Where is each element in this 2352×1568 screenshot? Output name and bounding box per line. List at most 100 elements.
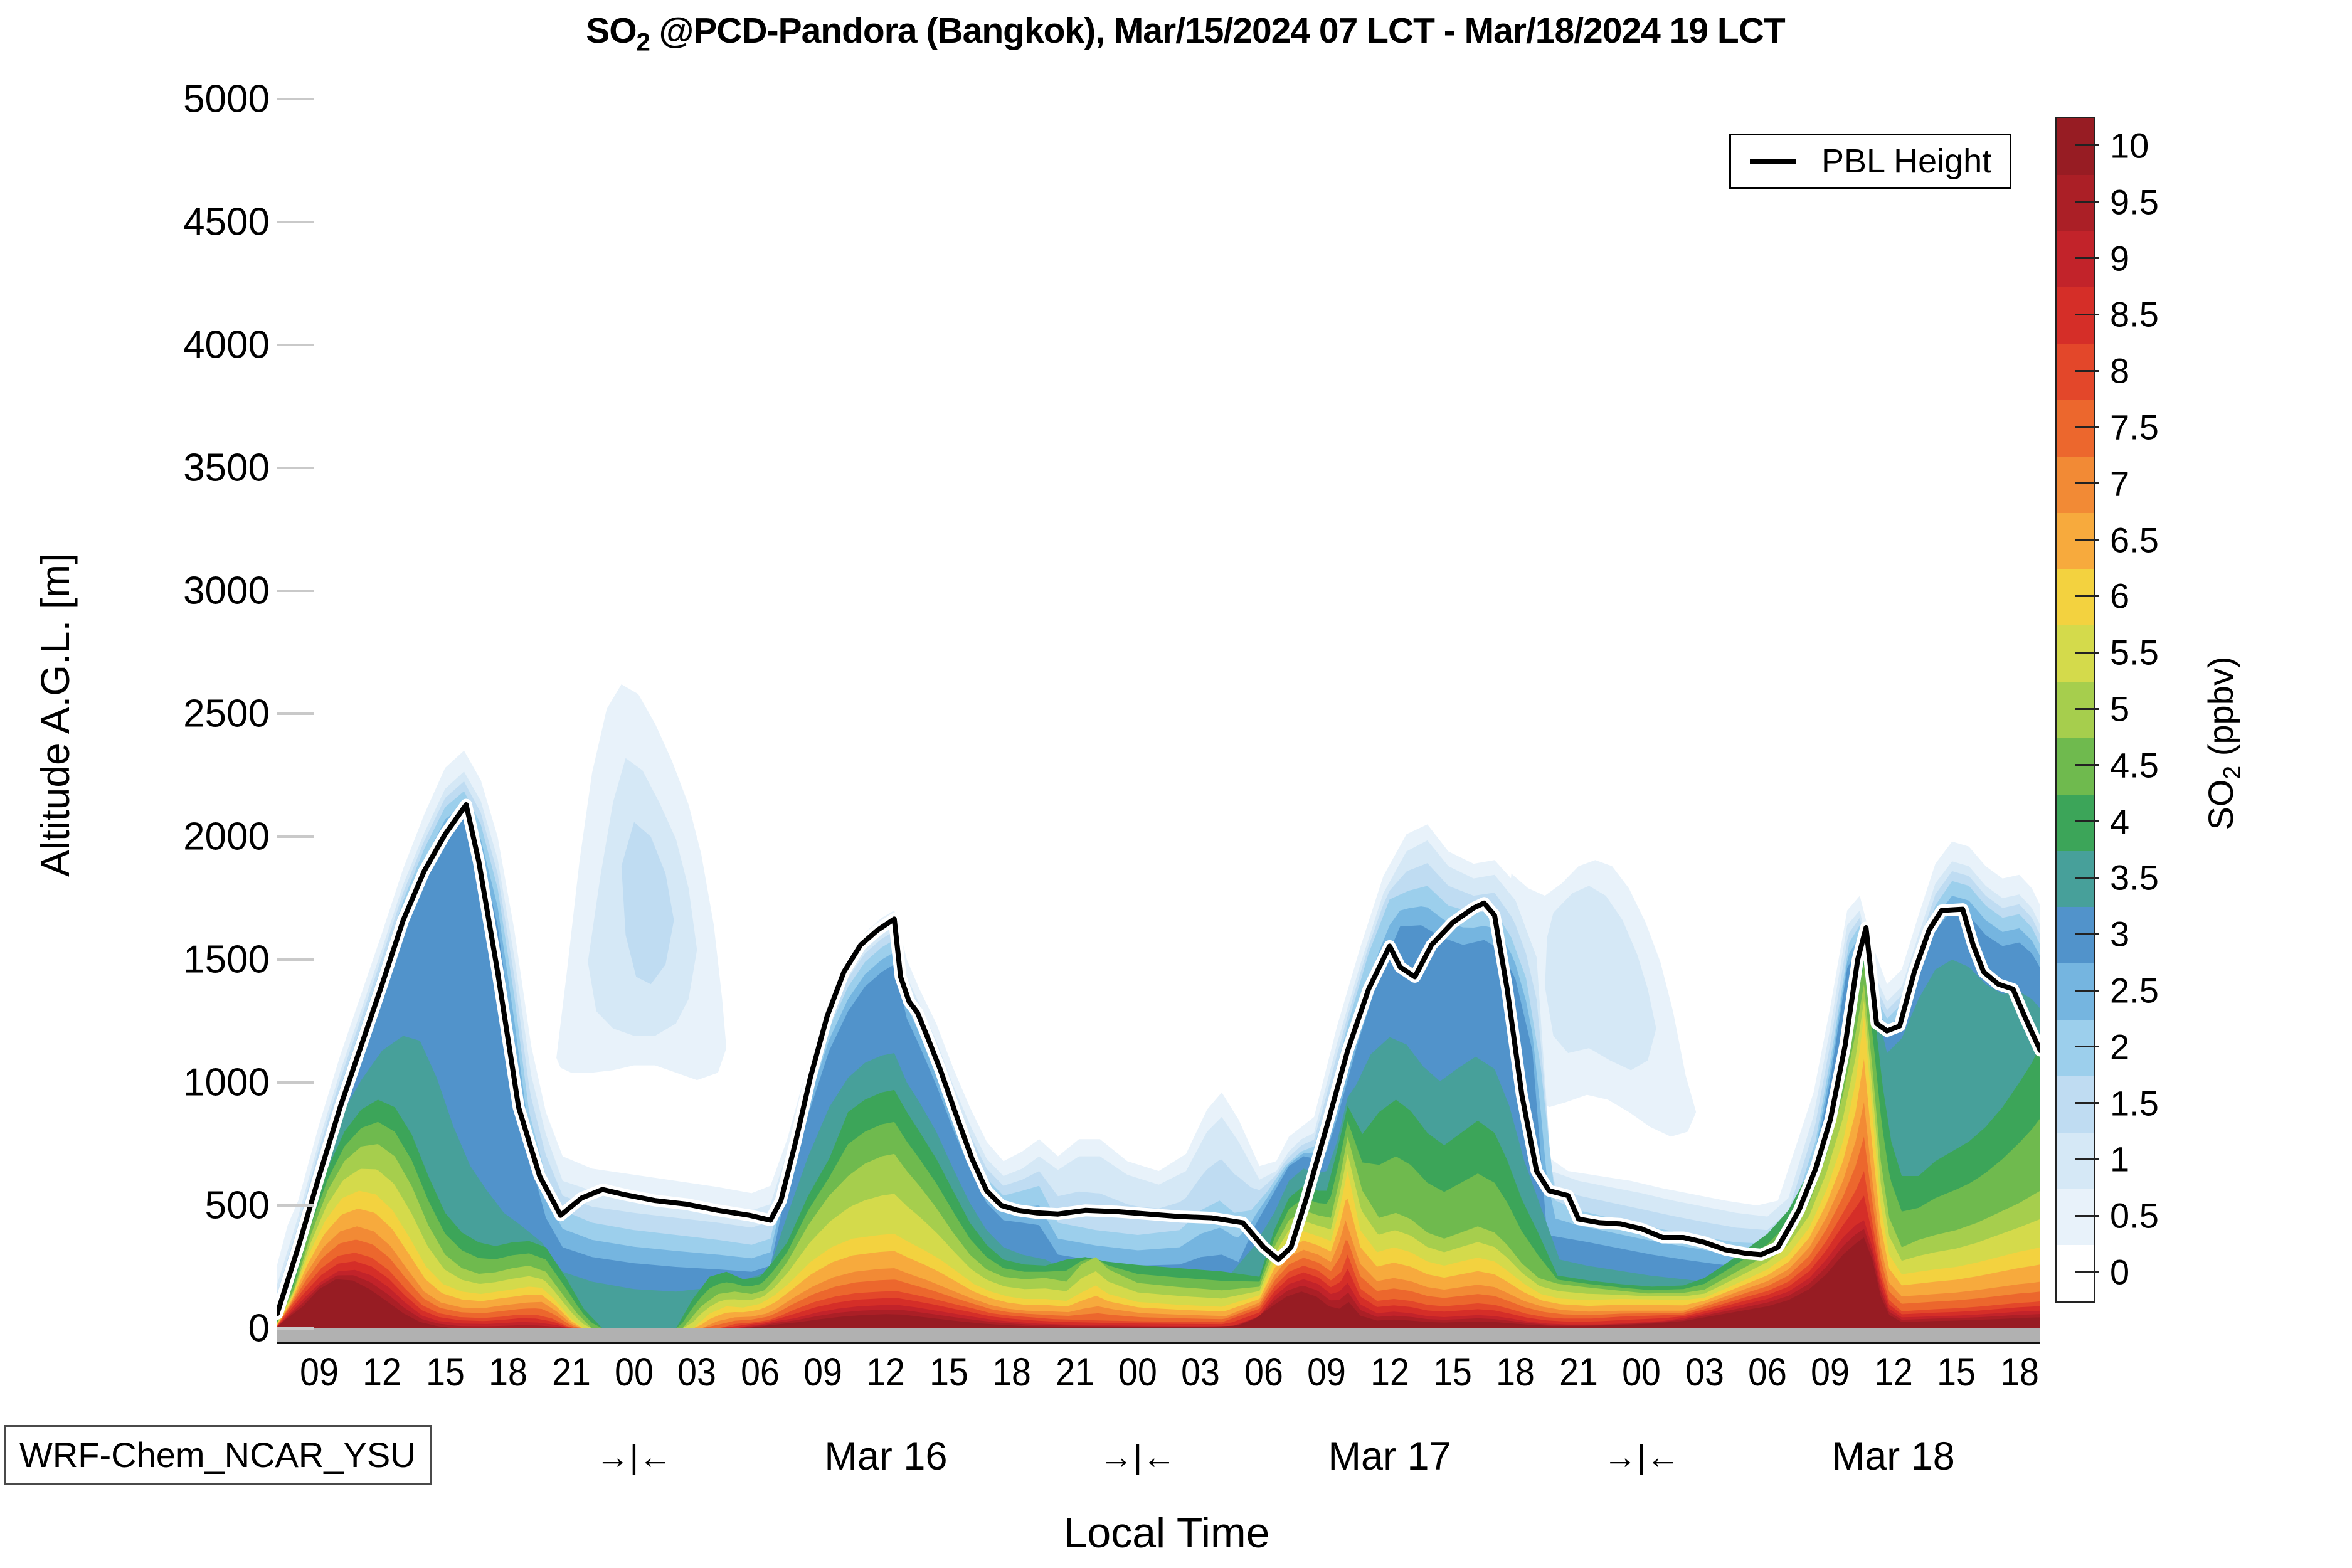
colorbar-tick-label: 1.5 (2110, 1083, 2159, 1123)
colorbar-tick-mark (2075, 933, 2099, 935)
colorbar-tick-label: 6.5 (2110, 520, 2159, 560)
colorbar-block (2057, 794, 2094, 851)
x-tick-label: 06 (1244, 1350, 1283, 1394)
colorbar-tick-mark (2075, 1046, 2099, 1048)
y-tick-label: 2500 (183, 692, 270, 736)
colorbar-label-so2: SO (2200, 779, 2240, 830)
colorbar-tick-mark (2075, 313, 2099, 315)
y-tick-mark (277, 467, 314, 469)
x-tick-label: 12 (866, 1350, 906, 1394)
colorbar-tick-label: 7 (2110, 464, 2130, 504)
contour-plot-area (277, 99, 2040, 1328)
legend-pbl-label: PBL Height (1821, 142, 1992, 180)
colorbar-tick-mark (2075, 595, 2099, 597)
colorbar-tick-mark (2075, 369, 2099, 372)
y-tick-mark (277, 221, 314, 223)
colorbar-block (2057, 456, 2094, 513)
colorbar-tick-label: 1 (2110, 1139, 2130, 1179)
colorbar-block (2057, 174, 2094, 231)
chart-title-rest: @PCD-Pandora (Bangkok), Mar/15/2024 07 L… (649, 11, 1786, 51)
colorbar-tick-label: 2 (2110, 1027, 2130, 1067)
colorbar-block (2057, 1076, 2094, 1133)
colorbar-tick-label: 10 (2110, 125, 2149, 166)
colorbar-block (2057, 568, 2094, 626)
colorbar-block (2057, 963, 2094, 1020)
y-tick-label: 5000 (183, 77, 270, 121)
y-tick-mark (277, 835, 314, 838)
colorbar-block (2057, 681, 2094, 738)
colorbar-block (2057, 1131, 2094, 1189)
colorbar-tick-label: 9.5 (2110, 182, 2159, 222)
colorbar-tick-mark (2075, 876, 2099, 879)
x-tick-label: 18 (2000, 1350, 2039, 1394)
y-tick-mark (277, 1327, 314, 1330)
colorbar-tick-label: 7.5 (2110, 407, 2159, 447)
colorbar-tick-label: 5 (2110, 689, 2130, 729)
contour-svg (277, 684, 2040, 1328)
colorbar-tick-mark (2075, 144, 2099, 147)
x-tick-label: 00 (1622, 1350, 1661, 1394)
y-tick-mark (277, 958, 314, 961)
x-tick-label: 09 (1811, 1350, 1850, 1394)
day-label: Mar 18 (1831, 1434, 1955, 1478)
y-tick-mark (277, 344, 314, 346)
x-tick-label: 03 (1685, 1350, 1724, 1394)
colorbar-tick-label: 6 (2110, 576, 2130, 616)
x-tick-label: 15 (425, 1350, 465, 1394)
x-tick-label: 18 (489, 1350, 527, 1394)
colorbar-block (2057, 400, 2094, 457)
colorbar-tick-label: 3 (2110, 914, 2130, 954)
y-tick-label: 1000 (183, 1061, 270, 1104)
colorbar-axis-label: SO2 (ppbv) (2200, 656, 2247, 830)
x-tick-label: 09 (803, 1350, 842, 1394)
colorbar-block (2057, 1244, 2094, 1301)
y-tick-label: 0 (248, 1306, 270, 1350)
x-tick-label: 00 (1118, 1350, 1157, 1394)
colorbar-tick-label: 2.5 (2110, 970, 2159, 1010)
colorbar-tick-mark (2075, 820, 2099, 823)
y-tick-mark (277, 1081, 314, 1084)
ground-strip (277, 1328, 2040, 1342)
x-tick-label: 12 (1873, 1350, 1913, 1394)
midnight-divider-marker: →|← (1603, 1438, 1680, 1476)
colorbar-tick-label: 0 (2110, 1252, 2130, 1292)
colorbar-block (2057, 1188, 2094, 1246)
y-tick-mark (277, 590, 314, 592)
contour-band (277, 771, 2040, 1328)
colorbar-block (2057, 512, 2094, 569)
x-tick-label: 09 (300, 1350, 339, 1394)
colorbar-label-sub2: 2 (2219, 765, 2247, 780)
residual-layer-blob (621, 822, 674, 985)
day-label: Mar 16 (824, 1434, 948, 1478)
day-label: Mar 17 (1328, 1434, 1451, 1478)
colorbar-label-unit: (ppbv) (2200, 656, 2240, 766)
colorbar-block (2057, 1019, 2094, 1076)
x-tick-label: 03 (677, 1350, 717, 1394)
y-tick-label: 500 (204, 1184, 270, 1227)
y-tick-mark (277, 712, 314, 715)
x-tick-label: 21 (1559, 1350, 1598, 1394)
colorbar-tick-mark (2075, 257, 2099, 260)
y-tick-label: 3000 (183, 569, 270, 613)
colorbar-block (2057, 738, 2094, 795)
chart-title: SO2 @PCD-Pandora (Bangkok), Mar/15/2024 … (586, 10, 1786, 56)
colorbar-tick-label: 9 (2110, 238, 2130, 278)
legend-box: PBL Height (1729, 134, 2011, 189)
x-tick-label: 00 (615, 1350, 654, 1394)
colorbar-tick-mark (2075, 1102, 2099, 1104)
y-tick-label: 3500 (183, 446, 270, 490)
colorbar-tick-mark (2075, 426, 2099, 428)
colorbar-tick-label: 0.5 (2110, 1195, 2159, 1236)
model-label-box: WRF-Chem_NCAR_YSU (4, 1425, 432, 1485)
colorbar-tick-label: 3.5 (2110, 857, 2159, 898)
x-tick-label: 12 (363, 1350, 402, 1394)
colorbar-tick-mark (2075, 482, 2099, 485)
midnight-divider-marker: →|← (1099, 1438, 1177, 1476)
x-tick-label: 12 (1370, 1350, 1409, 1394)
y-axis-title: Altitude A.G.L. [m] (33, 553, 78, 877)
colorbar-tick-mark (2075, 201, 2099, 203)
y-tick-label: 2000 (183, 815, 270, 859)
x-tick-label: 21 (1055, 1350, 1094, 1394)
y-tick-label: 4000 (183, 323, 270, 367)
colorbar-tick-mark (2075, 1158, 2099, 1160)
